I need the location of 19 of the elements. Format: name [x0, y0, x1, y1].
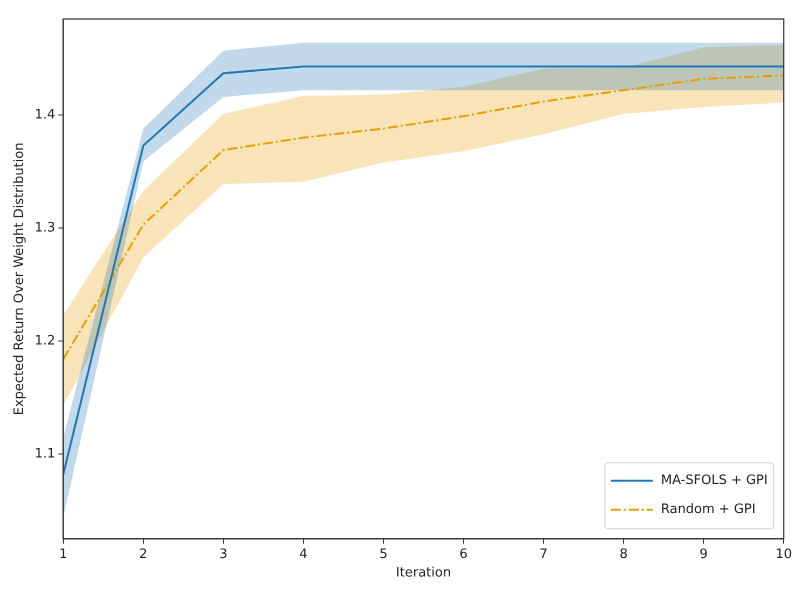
x-tick-label: 5	[379, 546, 388, 562]
legend-label: MA-SFOLS + GPI	[660, 473, 768, 488]
x-tick-label: 10	[775, 546, 792, 562]
x-axis-title: Iteration	[396, 566, 452, 581]
x-tick-label: 8	[619, 546, 628, 562]
y-tick-label: 1.1	[34, 446, 56, 462]
x-tick-label: 1	[59, 546, 68, 562]
y-tick-label: 1.2	[34, 333, 56, 348]
y-axis-title: Expected Return Over Weight Distribution	[12, 142, 28, 416]
x-tick-label: 2	[139, 546, 148, 562]
x-tick-label: 9	[700, 546, 708, 562]
legend-label: Random + GPI	[660, 502, 756, 518]
x-tick-label: 6	[459, 546, 468, 562]
x-tick-label: 3	[219, 546, 228, 562]
x-tick-label: 7	[539, 546, 548, 562]
y-tick-label: 1.4	[34, 107, 56, 122]
y-tick-label: 1.3	[34, 220, 56, 236]
x-tick-label: 4	[299, 546, 308, 562]
line-series	[63, 74, 784, 360]
